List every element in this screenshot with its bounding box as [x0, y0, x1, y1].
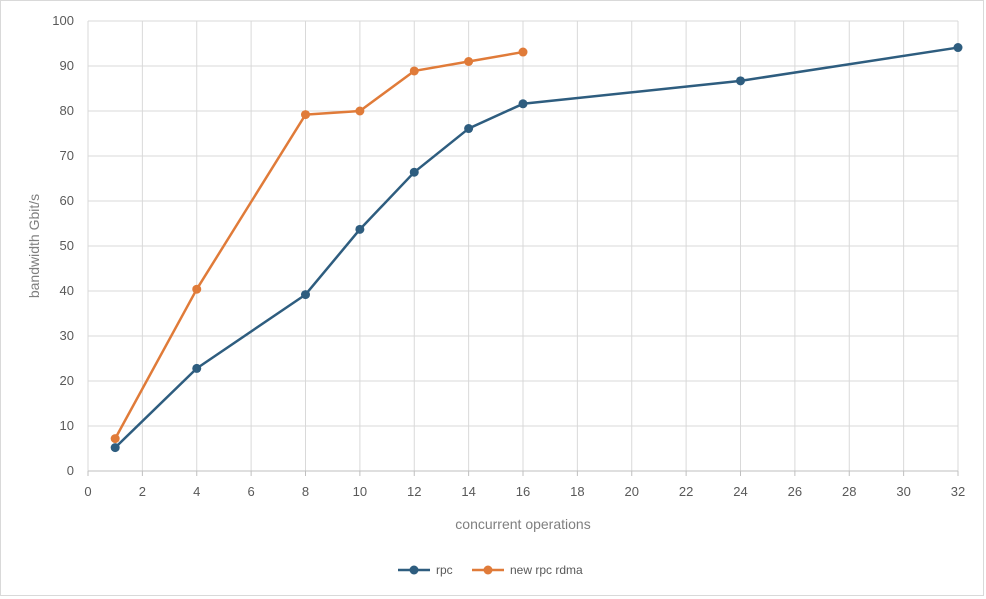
y-tick-label: 90 [60, 58, 74, 73]
x-tick-label: 22 [679, 484, 693, 499]
series-group [110, 43, 963, 453]
y-tick-label: 40 [60, 283, 74, 298]
y-tick-label: 60 [60, 193, 74, 208]
data-point [355, 106, 365, 116]
x-tick-label: 0 [84, 484, 91, 499]
data-point [464, 57, 474, 66]
y-tick-label: 100 [52, 13, 74, 28]
y-tick-label: 10 [60, 418, 74, 433]
data-point [110, 434, 120, 444]
x-tick-label: 24 [733, 484, 747, 499]
data-point [409, 66, 419, 76]
x-tick-label: 12 [407, 484, 421, 499]
series-line [113, 46, 960, 449]
legend-item: rpc [398, 563, 453, 577]
data-point [110, 443, 120, 453]
x-tick-label: 18 [570, 484, 584, 499]
y-tick-label: 0 [67, 463, 74, 478]
y-tick-label: 30 [60, 328, 74, 343]
data-point [301, 290, 310, 300]
legend-item: new rpc rdma [472, 563, 583, 577]
data-point [301, 110, 310, 120]
data-point [953, 43, 963, 53]
x-tick-label: 10 [353, 484, 367, 499]
data-point [192, 284, 202, 294]
gridlines [87, 20, 959, 472]
x-tick-label: 32 [951, 484, 965, 499]
series-0 [110, 43, 963, 453]
x-tick-label: 20 [625, 484, 639, 499]
legend-label: rpc [436, 563, 453, 577]
data-point [355, 224, 365, 234]
y-axis-title: bandwidth Gbit/s [26, 194, 42, 298]
x-tick-label: 2 [139, 484, 146, 499]
x-tick-label: 6 [248, 484, 255, 499]
data-point [192, 363, 202, 373]
data-point [518, 99, 528, 109]
y-tick-label: 80 [60, 103, 74, 118]
legend-marker [409, 565, 419, 575]
x-tick-label: 28 [842, 484, 856, 499]
data-point [409, 167, 419, 177]
x-tick-label: 4 [193, 484, 200, 499]
x-tick-label: 14 [461, 484, 475, 499]
data-point [464, 124, 474, 134]
x-axis-title: concurrent operations [455, 516, 590, 532]
y-tick-label: 20 [60, 373, 74, 388]
x-tick-label: 16 [516, 484, 530, 499]
x-tick-label: 30 [896, 484, 910, 499]
data-point [518, 47, 528, 57]
series-1 [110, 47, 528, 444]
legend: rpc new rpc rdma [398, 563, 583, 577]
y-tick-label: 50 [60, 238, 74, 253]
legend-marker [483, 565, 493, 575]
y-tick-label: 70 [60, 148, 74, 163]
x-tick-label: 26 [788, 484, 802, 499]
data-point [736, 76, 745, 86]
x-tick-label: 8 [302, 484, 309, 499]
legend-label: new rpc rdma [510, 563, 583, 577]
